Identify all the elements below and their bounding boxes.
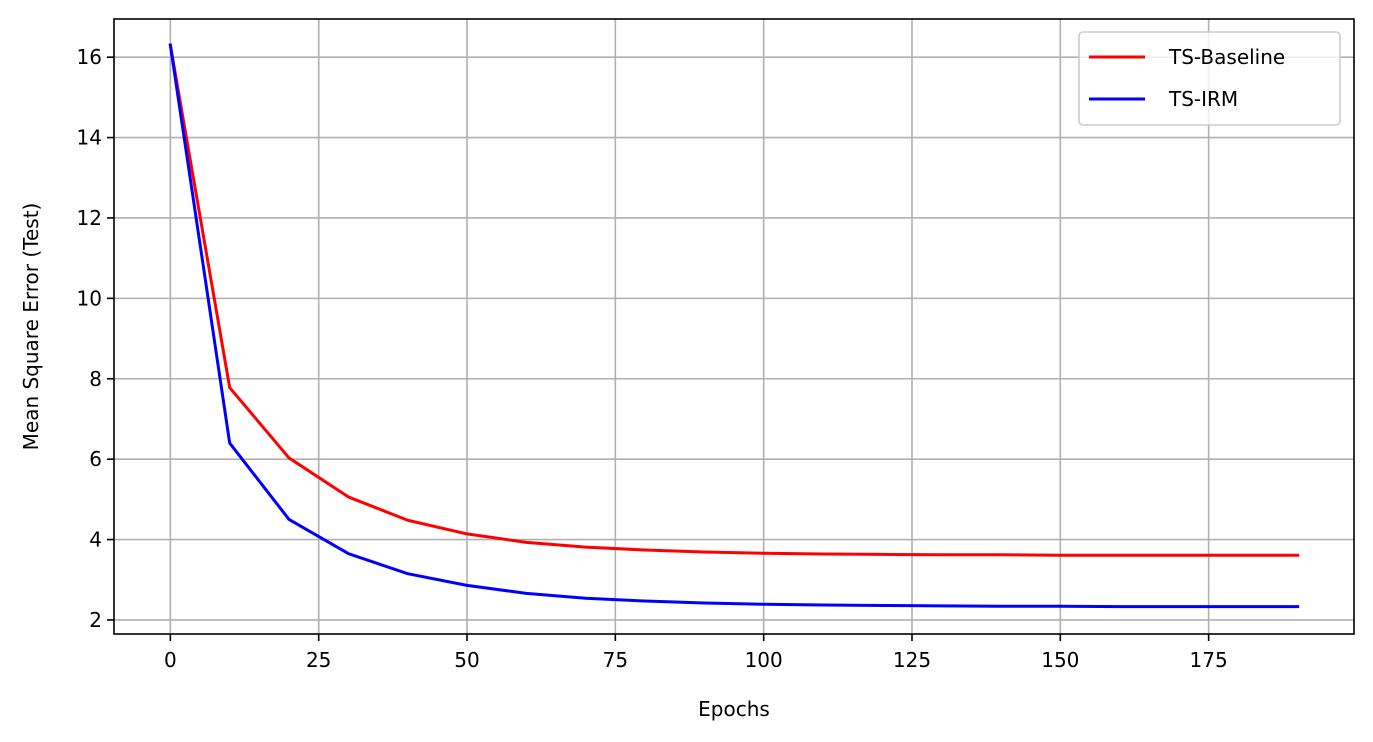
- y-tick-label: 14: [77, 126, 102, 150]
- y-tick-label: 10: [77, 286, 102, 310]
- legend-label: TS-Baseline: [1168, 45, 1285, 69]
- x-tick-label: 150: [1041, 648, 1079, 672]
- plot-frame: [113, 18, 1355, 635]
- y-axis-ticks: 2 4 6 8 10 12 14 16: [77, 45, 114, 632]
- y-axis-label: Mean Square Error (Test): [19, 203, 43, 451]
- series-line-2: [168, 43, 1300, 609]
- x-tick-label: 25: [306, 648, 331, 672]
- x-tick-label: 75: [603, 648, 628, 672]
- y-tick-label: 8: [89, 367, 102, 391]
- grid-lines: [114, 19, 1354, 634]
- y-tick-label: 6: [89, 447, 102, 471]
- x-tick-label: 50: [454, 648, 479, 672]
- y-tick-label: 4: [89, 528, 102, 552]
- x-tick-label: 0: [164, 648, 177, 672]
- legend-box: [1078, 31, 1341, 126]
- y-tick-label: 2: [89, 608, 102, 632]
- x-axis-label: Epochs: [698, 697, 770, 721]
- x-tick-label: 125: [893, 648, 931, 672]
- x-axis-ticks: 0 25 50 75 100 125 150 175: [164, 634, 1228, 672]
- series-lines: [168, 43, 1300, 609]
- x-tick-label: 175: [1190, 648, 1228, 672]
- series-line-1: [168, 43, 1300, 557]
- y-tick-label: 12: [77, 206, 102, 230]
- legend: TS-Baseline TS-IRM: [1078, 31, 1341, 126]
- x-tick-label: 100: [745, 648, 783, 672]
- legend-label: TS-IRM: [1168, 87, 1238, 111]
- y-tick-label: 16: [77, 45, 102, 69]
